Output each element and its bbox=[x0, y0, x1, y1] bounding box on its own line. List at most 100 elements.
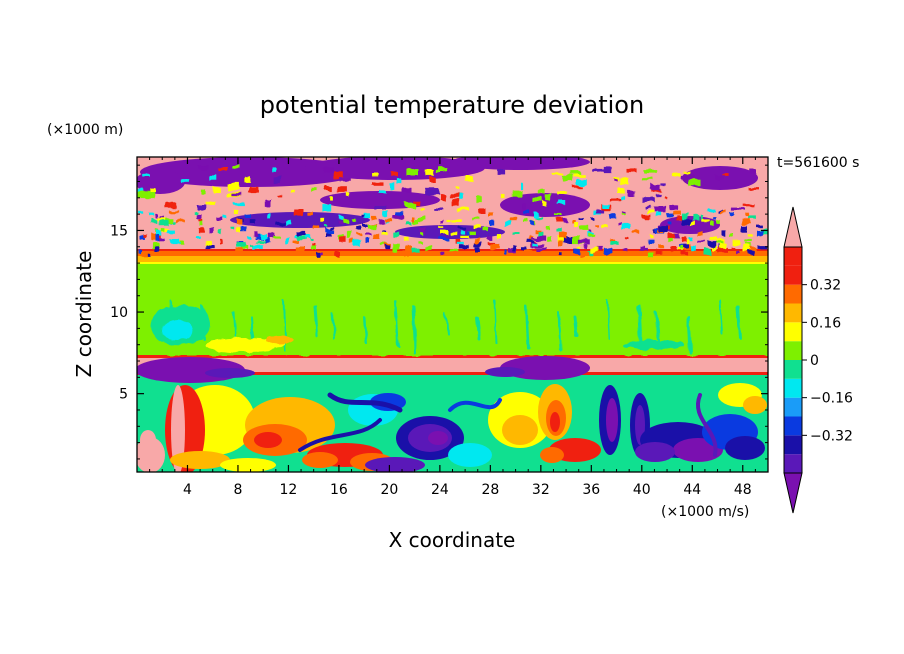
noise-cell bbox=[454, 186, 458, 189]
contour-streak bbox=[493, 299, 497, 344]
noise-cell bbox=[710, 220, 714, 226]
noise-cell bbox=[527, 240, 536, 243]
noise-cell bbox=[265, 199, 270, 206]
noise-cell bbox=[338, 215, 345, 221]
colorbar-max-triangle bbox=[783, 206, 803, 248]
noise-cell bbox=[748, 233, 753, 237]
noise-cell bbox=[749, 186, 760, 189]
noise-cell bbox=[476, 247, 481, 253]
colorbar-tick-label: −0.32 bbox=[810, 428, 853, 444]
noise-cell bbox=[672, 211, 681, 216]
field-rough-layer bbox=[137, 165, 768, 355]
noise-cell bbox=[488, 221, 494, 226]
noise-cell bbox=[452, 220, 460, 224]
noise-cell bbox=[760, 228, 768, 235]
noise-cell bbox=[537, 235, 546, 241]
contour-streak bbox=[573, 316, 579, 337]
noise-cell bbox=[381, 230, 385, 234]
noise-cell bbox=[232, 201, 245, 205]
noise-cell bbox=[757, 230, 764, 236]
noise-cell bbox=[450, 193, 463, 198]
noise-cell bbox=[259, 234, 268, 240]
noise-cell bbox=[461, 235, 469, 238]
noise-cell bbox=[504, 249, 508, 255]
noise-cell bbox=[421, 207, 425, 211]
noise-cell bbox=[169, 210, 179, 213]
noise-cell bbox=[618, 189, 626, 195]
noise-cell bbox=[681, 219, 691, 225]
colorbar-tick-label: 0.16 bbox=[810, 315, 841, 331]
contour-streak bbox=[735, 304, 741, 341]
noise-cell bbox=[342, 218, 350, 224]
noise-cell bbox=[747, 247, 757, 253]
noise-cell bbox=[691, 245, 697, 252]
noise-cell bbox=[468, 231, 476, 236]
noise-cell bbox=[659, 226, 667, 232]
noise-cell bbox=[522, 246, 528, 251]
contour-blob bbox=[140, 430, 156, 450]
colorbar-bin bbox=[784, 303, 802, 323]
noise-cell bbox=[680, 251, 689, 256]
noise-cell bbox=[709, 236, 717, 240]
noise-cell bbox=[367, 224, 377, 229]
noise-cell bbox=[458, 193, 464, 200]
noise-cell bbox=[227, 183, 240, 191]
noise-cell bbox=[545, 194, 552, 200]
contour-streak bbox=[298, 418, 382, 452]
contour-band bbox=[137, 256, 768, 262]
noise-cell bbox=[161, 228, 165, 232]
noise-cell bbox=[712, 245, 718, 251]
noise-cell bbox=[621, 250, 626, 253]
noise-cell bbox=[206, 201, 215, 206]
noise-cell bbox=[611, 240, 619, 246]
contour-blob bbox=[205, 368, 255, 378]
noise-cell bbox=[656, 194, 661, 198]
noise-cell bbox=[155, 235, 160, 241]
contour-blob bbox=[502, 415, 538, 445]
noise-cell bbox=[639, 244, 644, 248]
noise-cell bbox=[253, 245, 263, 250]
noise-cell bbox=[175, 219, 185, 223]
noise-cell bbox=[574, 247, 580, 254]
colorbar-bin bbox=[784, 454, 802, 473]
x-tick-label: 44 bbox=[683, 482, 701, 498]
noise-cell bbox=[413, 218, 420, 224]
colorbar-tick-label: 0 bbox=[810, 353, 819, 369]
noise-cell bbox=[253, 232, 257, 238]
contour-streak bbox=[313, 304, 319, 337]
noise-cell bbox=[155, 213, 159, 218]
noise-cell bbox=[169, 221, 176, 224]
noise-cell bbox=[256, 240, 266, 244]
x-tick-label: 8 bbox=[233, 482, 242, 498]
noise-cell bbox=[199, 219, 204, 226]
noise-cell bbox=[500, 194, 506, 199]
noise-cell bbox=[384, 244, 391, 250]
noise-cell bbox=[418, 228, 426, 234]
noise-cell bbox=[558, 251, 562, 255]
noise-cell bbox=[389, 182, 395, 190]
noise-cell bbox=[264, 238, 271, 245]
noise-cell bbox=[436, 168, 443, 172]
noise-cell bbox=[505, 220, 512, 226]
x-tick-label: 40 bbox=[633, 482, 651, 498]
colorbar-bin bbox=[784, 360, 802, 379]
noise-cell bbox=[337, 236, 346, 242]
noise-cell bbox=[536, 216, 543, 219]
noise-cell bbox=[156, 230, 162, 236]
noise-cell bbox=[577, 245, 581, 248]
noise-cell bbox=[672, 174, 683, 178]
contour-blob bbox=[625, 340, 685, 350]
noise-cell bbox=[278, 195, 283, 198]
noise-cell bbox=[158, 217, 166, 221]
contour-streak bbox=[327, 392, 403, 413]
noise-cell bbox=[638, 246, 647, 250]
noise-cell bbox=[667, 237, 673, 242]
noise-cell bbox=[158, 237, 165, 241]
noise-cell bbox=[360, 224, 368, 227]
noise-cell bbox=[628, 190, 635, 197]
noise-cell bbox=[602, 203, 610, 208]
colorbar: 0.32 0.16 0 −0.16 −0.32 bbox=[783, 206, 853, 514]
noise-cell bbox=[312, 224, 319, 228]
noise-cell bbox=[556, 217, 565, 222]
noise-cell bbox=[600, 224, 607, 227]
